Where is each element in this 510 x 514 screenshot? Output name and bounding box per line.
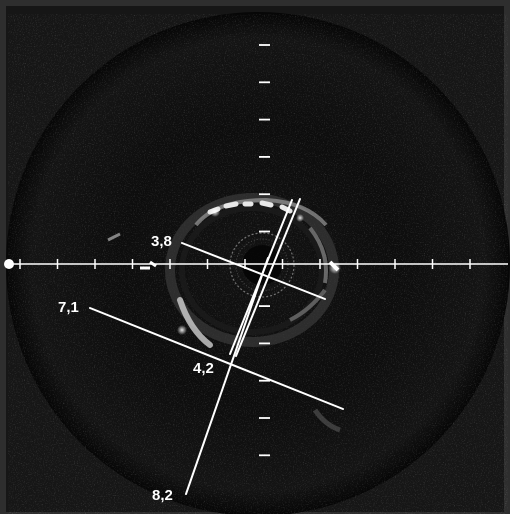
vertical-ticks bbox=[259, 44, 270, 457]
measurement-label-7-1: 7,1 bbox=[58, 299, 79, 316]
measure-line-4-2-b bbox=[235, 198, 301, 357]
horizontal-ticks bbox=[19, 259, 471, 269]
vessel-echoes bbox=[107, 193, 341, 433]
measurement-label-8-2: 8,2 bbox=[152, 487, 173, 504]
measure-line-8-2 bbox=[185, 257, 269, 495]
measurement-label-3-8: 3,8 bbox=[151, 233, 172, 250]
measure-line-7-1 bbox=[89, 307, 344, 410]
measurement-lines bbox=[89, 198, 344, 495]
horizontal-axis bbox=[4, 259, 508, 269]
measure-line-3-8 bbox=[181, 242, 326, 300]
measurement-label-4-2: 4,2 bbox=[193, 360, 214, 377]
axis-origin-dot bbox=[4, 259, 14, 269]
